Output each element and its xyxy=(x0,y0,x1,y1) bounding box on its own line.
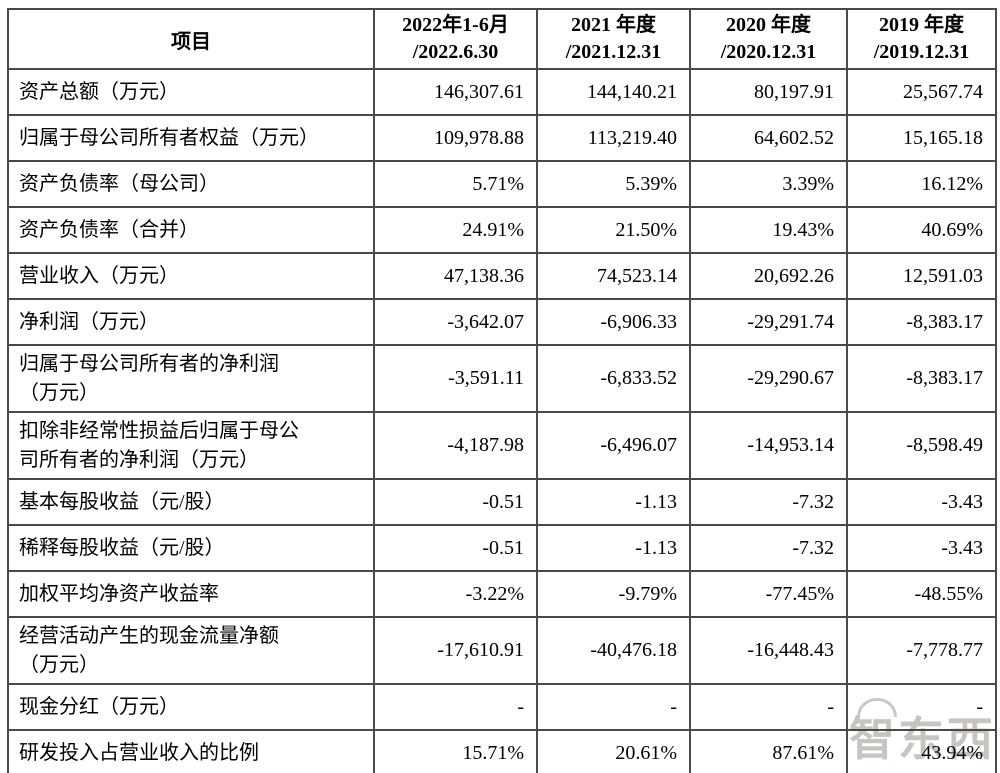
row-label: 营业收入（万元） xyxy=(7,252,375,300)
cell-value: -0.51 xyxy=(373,524,538,572)
table-row: 基本每股收益（元/股） -0.51 -1.13 -7.32 -3.43 xyxy=(7,478,997,526)
table-row: 资产负债率（合并） 24.91% 21.50% 19.43% 40.69% xyxy=(7,206,997,254)
table-row: 净利润（万元） -3,642.07 -6,906.33 -29,291.74 -… xyxy=(7,298,997,346)
cell-value: - xyxy=(536,683,691,731)
cell-value: 24.91% xyxy=(373,206,538,254)
table-row: 资产总额（万元） 146,307.61 144,140.21 80,197.91… xyxy=(7,68,997,116)
cell-value: - xyxy=(373,683,538,731)
cell-value: 146,307.61 xyxy=(373,68,538,116)
cell-value: -0.51 xyxy=(373,478,538,526)
header-period-2020: 2020 年度 /2020.12.31 xyxy=(689,8,848,70)
row-label: 基本每股收益（元/股） xyxy=(7,478,375,526)
cell-value: 3.39% xyxy=(689,160,848,208)
cell-value: -1.13 xyxy=(536,524,691,572)
header-period-2021: 2021 年度 /2021.12.31 xyxy=(536,8,691,70)
cell-value: -8,383.17 xyxy=(846,298,997,346)
cell-value: -6,496.07 xyxy=(536,411,691,480)
cell-value: 25,567.74 xyxy=(846,68,997,116)
table-row: 现金分红（万元） - - - - xyxy=(7,683,997,731)
cell-value: -1.13 xyxy=(536,478,691,526)
cell-value: -48.55% xyxy=(846,570,997,618)
row-label: 资产负债率（合并） xyxy=(7,206,375,254)
cell-value: -7.32 xyxy=(689,524,848,572)
cell-value: 19.43% xyxy=(689,206,848,254)
row-label: 资产负债率（母公司） xyxy=(7,160,375,208)
cell-value: -3.22% xyxy=(373,570,538,618)
cell-value: 15,165.18 xyxy=(846,114,997,162)
row-label: 归属于母公司所有者的净利润 （万元） xyxy=(7,344,375,413)
cell-value: -40,476.18 xyxy=(536,616,691,685)
cell-value: - xyxy=(689,683,848,731)
row-label: 经营活动产生的现金流量净额 （万元） xyxy=(7,616,375,685)
header-period-2022-line2: /2022.6.30 xyxy=(412,41,499,63)
header-period-2022: 2022年1-6月 /2022.6.30 xyxy=(373,8,538,70)
cell-value: 80,197.91 xyxy=(689,68,848,116)
table-row: 营业收入（万元） 47,138.36 74,523.14 20,692.26 1… xyxy=(7,252,997,300)
header-item: 项目 xyxy=(7,8,375,70)
cell-value: - xyxy=(846,683,997,731)
cell-value: 113,219.40 xyxy=(536,114,691,162)
cell-value: 144,140.21 xyxy=(536,68,691,116)
cell-value: 16.12% xyxy=(846,160,997,208)
cell-value: -16,448.43 xyxy=(689,616,848,685)
cell-value: 40.69% xyxy=(846,206,997,254)
cell-value: -7,778.77 xyxy=(846,616,997,685)
row-label: 稀释每股收益（元/股） xyxy=(7,524,375,572)
cell-value: -3,642.07 xyxy=(373,298,538,346)
cell-value: -29,291.74 xyxy=(689,298,848,346)
cell-value: -29,290.67 xyxy=(689,344,848,413)
cell-value: -14,953.14 xyxy=(689,411,848,480)
cell-value: -4,187.98 xyxy=(373,411,538,480)
table-row: 归属于母公司所有者的净利润 （万元） -3,591.11 -6,833.52 -… xyxy=(7,344,997,413)
row-label: 资产总额（万元） xyxy=(7,68,375,116)
cell-value: 21.50% xyxy=(536,206,691,254)
header-period-2021-line2: /2021.12.31 xyxy=(565,41,662,63)
header-period-2019: 2019 年度 /2019.12.31 xyxy=(846,8,997,70)
table-row: 经营活动产生的现金流量净额 （万元） -17,610.91 -40,476.18… xyxy=(7,616,997,685)
header-period-2022-line1: 2022年1-6月 xyxy=(402,14,509,36)
cell-value: -9.79% xyxy=(536,570,691,618)
table-header-row: 项目 2022年1-6月 /2022.6.30 2021 年度 /2021.12… xyxy=(7,8,997,70)
cell-value: 74,523.14 xyxy=(536,252,691,300)
table-row: 归属于母公司所有者权益（万元） 109,978.88 113,219.40 64… xyxy=(7,114,997,162)
cell-value: 20,692.26 xyxy=(689,252,848,300)
table-row: 加权平均净资产收益率 -3.22% -9.79% -77.45% -48.55% xyxy=(7,570,997,618)
header-period-2020-line2: /2020.12.31 xyxy=(720,41,817,63)
row-label: 扣除非经常性损益后归属于母公 司所有者的净利润（万元） xyxy=(7,411,375,480)
table-row: 研发投入占营业收入的比例 15.71% 20.61% 87.61% 43.94% xyxy=(7,729,997,773)
cell-value: 15.71% xyxy=(373,729,538,773)
cell-value: -6,906.33 xyxy=(536,298,691,346)
cell-value: 109,978.88 xyxy=(373,114,538,162)
financial-summary-table: 项目 2022年1-6月 /2022.6.30 2021 年度 /2021.12… xyxy=(7,8,997,773)
cell-value: -3,591.11 xyxy=(373,344,538,413)
row-label: 研发投入占营业收入的比例 xyxy=(7,729,375,773)
table-row: 扣除非经常性损益后归属于母公 司所有者的净利润（万元） -4,187.98 -6… xyxy=(7,411,997,480)
header-period-2019-line2: /2019.12.31 xyxy=(873,41,970,63)
cell-value: -7.32 xyxy=(689,478,848,526)
cell-value: 64,602.52 xyxy=(689,114,848,162)
cell-value: -6,833.52 xyxy=(536,344,691,413)
cell-value: 5.71% xyxy=(373,160,538,208)
cell-value: 20.61% xyxy=(536,729,691,773)
cell-value: -8,598.49 xyxy=(846,411,997,480)
table-row: 稀释每股收益（元/股） -0.51 -1.13 -7.32 -3.43 xyxy=(7,524,997,572)
cell-value: -77.45% xyxy=(689,570,848,618)
row-label: 净利润（万元） xyxy=(7,298,375,346)
row-label: 加权平均净资产收益率 xyxy=(7,570,375,618)
cell-value: -17,610.91 xyxy=(373,616,538,685)
cell-value: 12,591.03 xyxy=(846,252,997,300)
row-label: 现金分红（万元） xyxy=(7,683,375,731)
cell-value: -3.43 xyxy=(846,524,997,572)
cell-value: 5.39% xyxy=(536,160,691,208)
header-period-2021-line1: 2021 年度 xyxy=(571,14,656,36)
cell-value: 43.94% xyxy=(846,729,997,773)
cell-value: 47,138.36 xyxy=(373,252,538,300)
cell-value: -8,383.17 xyxy=(846,344,997,413)
cell-value: -3.43 xyxy=(846,478,997,526)
header-period-2019-line1: 2019 年度 xyxy=(879,14,964,36)
header-period-2020-line1: 2020 年度 xyxy=(726,14,811,36)
table-row: 资产负债率（母公司） 5.71% 5.39% 3.39% 16.12% xyxy=(7,160,997,208)
cell-value: 87.61% xyxy=(689,729,848,773)
row-label: 归属于母公司所有者权益（万元） xyxy=(7,114,375,162)
